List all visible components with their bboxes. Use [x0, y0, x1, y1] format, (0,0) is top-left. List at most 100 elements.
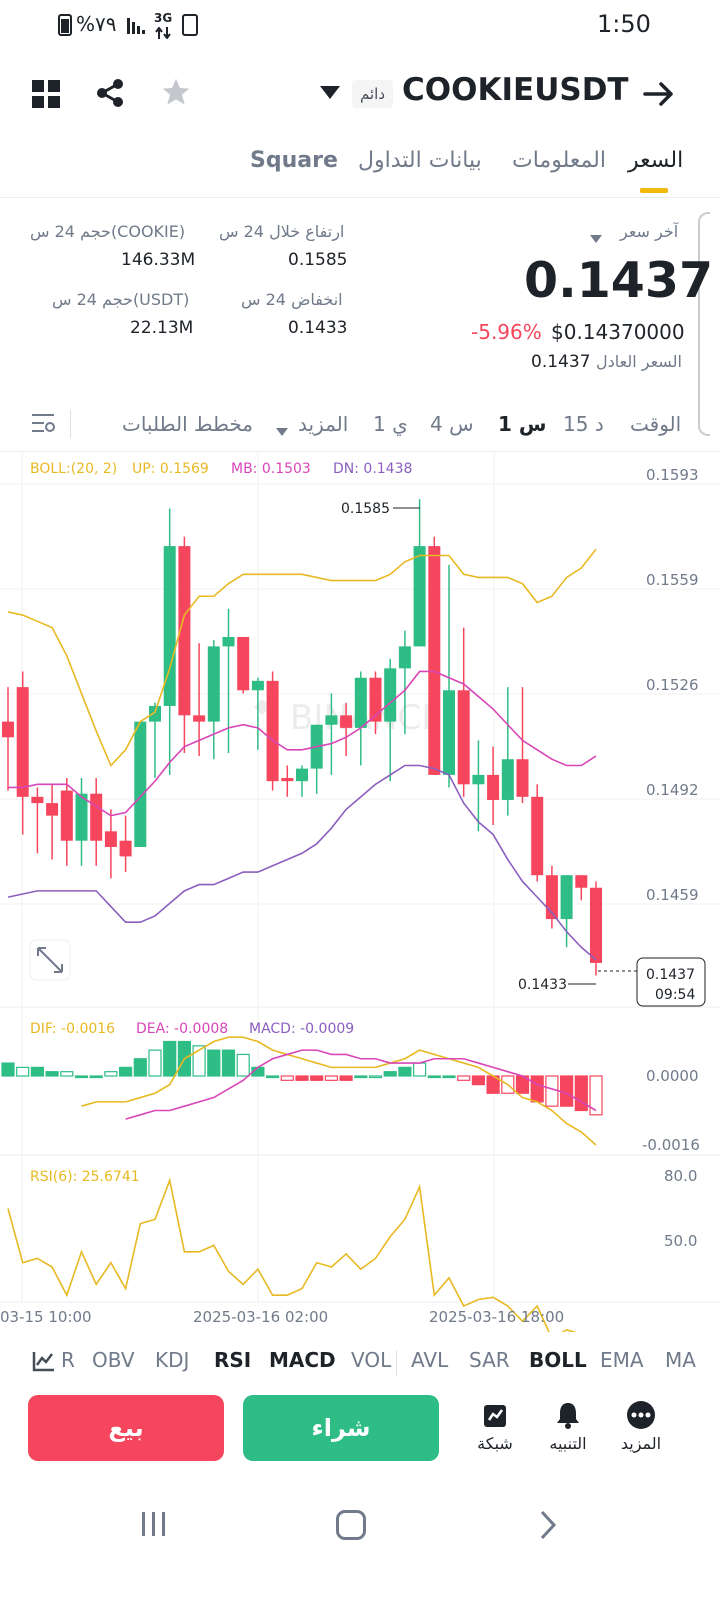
candle-body — [354, 677, 367, 728]
macd-bar — [471, 1075, 485, 1086]
macd-bar — [413, 1062, 427, 1077]
tab-price[interactable]: السعر — [628, 148, 684, 173]
contract-type-badge: دائم — [352, 80, 394, 108]
macd-dif-line — [81, 1036, 597, 1146]
candle-body — [237, 636, 250, 691]
indicator-ma[interactable]: MA — [665, 1348, 696, 1372]
macd-bar — [148, 1049, 162, 1077]
high-24h-value: 0.1585 — [288, 250, 348, 270]
home-icon[interactable] — [336, 1510, 366, 1540]
candle-body — [163, 546, 176, 706]
interval-more-dropdown-icon[interactable] — [276, 421, 288, 436]
indicator-avl[interactable]: AVL — [411, 1348, 449, 1372]
low-marker-label: 0.1433 — [518, 977, 567, 993]
last-price-dropdown-icon[interactable] — [590, 228, 602, 243]
time-axis-label: 2025-03-16 18:00 — [429, 1308, 564, 1326]
chart-panel[interactable]: BINANCE 0.1593 0.1559 0.1526 0.1492 0.14… — [0, 452, 720, 1332]
interval-15m[interactable]: 15 د — [563, 412, 604, 436]
indicator-kdj[interactable]: KDJ — [155, 1348, 190, 1372]
grid-action[interactable]: شبكة — [460, 1400, 530, 1453]
current-price-tag: 0.1437 09:54 — [636, 957, 706, 1007]
candle-body — [281, 778, 294, 782]
candle-body — [384, 668, 397, 722]
candle-body — [134, 721, 147, 847]
candle-body — [193, 715, 206, 722]
indicator-boll[interactable]: BOLL — [529, 1348, 587, 1372]
symbol-title[interactable]: COOKIEUSDT — [402, 72, 629, 108]
boll-lines — [7, 548, 597, 961]
share-icon[interactable] — [95, 78, 125, 108]
tab-square[interactable]: Square — [250, 148, 338, 173]
candle-body — [516, 759, 529, 797]
macd-bar — [295, 1075, 309, 1081]
status-time: 1:50 — [597, 10, 651, 38]
macd-axis-bottom: -0.0016 — [642, 1136, 700, 1154]
buy-button[interactable]: شراء — [243, 1395, 439, 1461]
macd-bar — [118, 1066, 133, 1077]
macd-bar — [1, 1062, 15, 1077]
symbol-dropdown-icon[interactable] — [319, 84, 341, 100]
boll-up-label: UP: 0.1569 — [132, 461, 209, 477]
side-handle[interactable] — [698, 212, 710, 436]
candle-body — [266, 680, 279, 782]
indicator-tab-bar — [0, 1332, 720, 1390]
interval-more[interactable]: المزيد — [298, 412, 349, 436]
macd-value-label: MACD: -0.0009 — [249, 1021, 354, 1037]
tab-info[interactable]: المعلومات — [512, 148, 606, 173]
macd-bar — [192, 1045, 206, 1077]
interval-4h[interactable]: 4 س — [430, 412, 474, 436]
indicator-sar[interactable]: SAR — [469, 1348, 510, 1372]
last-price: 0.1437 — [524, 252, 714, 309]
indicator-more[interactable]: R — [61, 1348, 75, 1372]
alert-action[interactable]: التنبيه — [533, 1400, 603, 1453]
interval-divider — [70, 410, 71, 438]
recent-apps-icon[interactable] — [140, 1510, 168, 1538]
macd-bar — [221, 1049, 236, 1077]
bell-icon — [553, 1400, 583, 1430]
candle-body — [340, 715, 353, 728]
star-icon[interactable] — [160, 76, 192, 108]
candle-body — [413, 546, 426, 647]
expand-button[interactable] — [29, 939, 71, 981]
battery-percent: %٧٩ — [76, 12, 117, 36]
candle-body — [16, 687, 29, 797]
interval-1h[interactable]: 1 س — [498, 412, 547, 436]
indicator-vol[interactable]: VOL — [351, 1348, 392, 1372]
indicator-ema[interactable]: EMA — [600, 1348, 644, 1372]
network-type: 3G — [154, 11, 173, 25]
rsi-label: RSI(6): 25.6741 — [30, 1169, 140, 1185]
low-24h-label: انخفاض 24 س — [241, 290, 343, 309]
price-stats: آخر سعر 0.1437 -5.96% $0.14370000 السعر … — [0, 200, 720, 436]
time-axis-label: 2025-03-16 02:00 — [193, 1308, 328, 1326]
indicator-settings-icon[interactable] — [32, 1350, 56, 1372]
indicator-rsi[interactable]: RSI — [214, 1348, 252, 1372]
macd-bar — [383, 1071, 397, 1077]
candlestick-series — [2, 499, 602, 976]
candle-body — [575, 875, 588, 888]
interval-1d[interactable]: 1 ي — [373, 412, 408, 436]
price-axis-label: 0.1559 — [646, 571, 699, 589]
indicator-obv[interactable]: OBV — [92, 1348, 135, 1372]
interval-depth-chart[interactable]: مخطط الطلبات — [122, 412, 254, 436]
back-arrow-icon[interactable] — [643, 78, 675, 110]
indicator-macd[interactable]: MACD — [269, 1348, 336, 1372]
more-dots-icon — [626, 1400, 656, 1430]
more-action[interactable]: المزيد — [606, 1400, 676, 1453]
boll-dn-line — [7, 764, 597, 961]
candle-body — [46, 803, 59, 816]
fair-price: 0.1437 — [531, 352, 591, 372]
boll-title: BOLL:(20, 2) — [30, 461, 117, 477]
candle-body — [487, 774, 500, 800]
candle-body — [296, 768, 308, 782]
candle-body — [398, 646, 411, 669]
chart-settings-icon[interactable] — [32, 412, 56, 436]
tab-trading-data[interactable]: بيانات التداول — [358, 148, 482, 173]
grid-icon[interactable] — [32, 80, 60, 108]
nav-back-icon[interactable] — [538, 1510, 558, 1540]
macd-bar — [339, 1075, 353, 1081]
boll-mb-line — [8, 670, 597, 817]
sell-button[interactable]: بيع — [28, 1395, 224, 1461]
rsi-axis-mid: 50.0 — [664, 1232, 697, 1250]
candle-body — [104, 831, 117, 847]
rsi-axis-top: 80.0 — [664, 1167, 697, 1185]
